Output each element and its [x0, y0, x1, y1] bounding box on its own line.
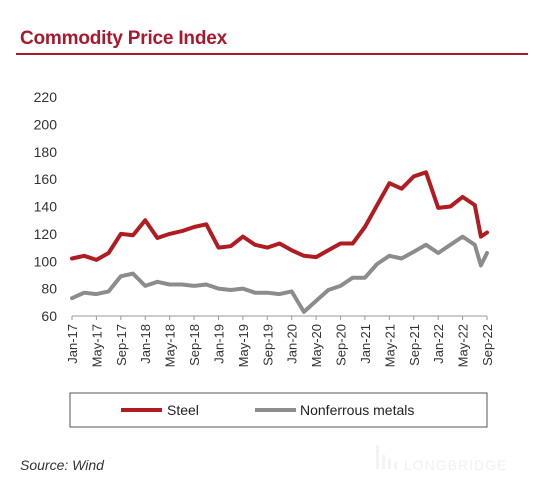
x-tick-label: Jan-19 — [211, 324, 226, 364]
y-tick-label: 220 — [34, 89, 58, 105]
axes: 60 80 100 120 140 160 180 200 220 Jan-17 May-17 Sep… — [34, 89, 495, 367]
y-tick-label: 120 — [34, 226, 58, 242]
x-tick-label: Sep-18 — [187, 324, 202, 366]
x-tick-label: May-20 — [309, 324, 324, 367]
chart-title: Commodity Price Index — [20, 28, 227, 49]
x-tick-label: Jan-17 — [65, 324, 80, 364]
series-lines — [70, 170, 489, 314]
x-tick-label: Jan-18 — [138, 324, 153, 364]
y-tick-label: 100 — [34, 253, 58, 269]
x-tick-label: May-18 — [163, 324, 178, 367]
x-tick-label: Jan-21 — [358, 324, 373, 364]
x-tick-label: Sep-21 — [407, 324, 422, 366]
x-tick-label: Jan-20 — [285, 324, 300, 364]
x-tick-label: Sep-19 — [260, 324, 275, 366]
watermark: LONGBRIDGE — [374, 443, 524, 473]
y-tick-label: 80 — [41, 281, 57, 297]
watermark-text: LONGBRIDGE — [404, 457, 508, 473]
x-tick-label: May-17 — [89, 324, 104, 367]
x-tick-label: Jan-22 — [431, 324, 446, 364]
x-tick-label: May-22 — [456, 324, 471, 367]
x-tick-label: May-19 — [236, 324, 251, 367]
y-tick-label: 60 — [41, 308, 57, 324]
y-tick-label: 160 — [34, 171, 58, 187]
x-tick-label: May-21 — [382, 324, 397, 367]
x-tick-label: Sep-17 — [114, 324, 129, 366]
source-note: Source: Wind — [20, 457, 104, 473]
x-tick-label: Sep-22 — [480, 324, 495, 366]
legend-label-nonferrous: Nonferrous metals — [300, 402, 414, 418]
y-tick-label: 140 — [34, 199, 58, 215]
steel-series-line — [70, 170, 489, 262]
watermark-logo-icon — [376, 445, 397, 469]
nonferrous-series-line — [70, 234, 489, 314]
y-tick-label: 200 — [34, 116, 58, 132]
y-tick-label: 180 — [34, 144, 58, 160]
title-underline — [16, 53, 528, 55]
legend: Steel Nonferrous metals — [69, 392, 488, 428]
x-tick-label: Sep-20 — [334, 324, 349, 366]
legend-label-steel: Steel — [167, 402, 199, 418]
